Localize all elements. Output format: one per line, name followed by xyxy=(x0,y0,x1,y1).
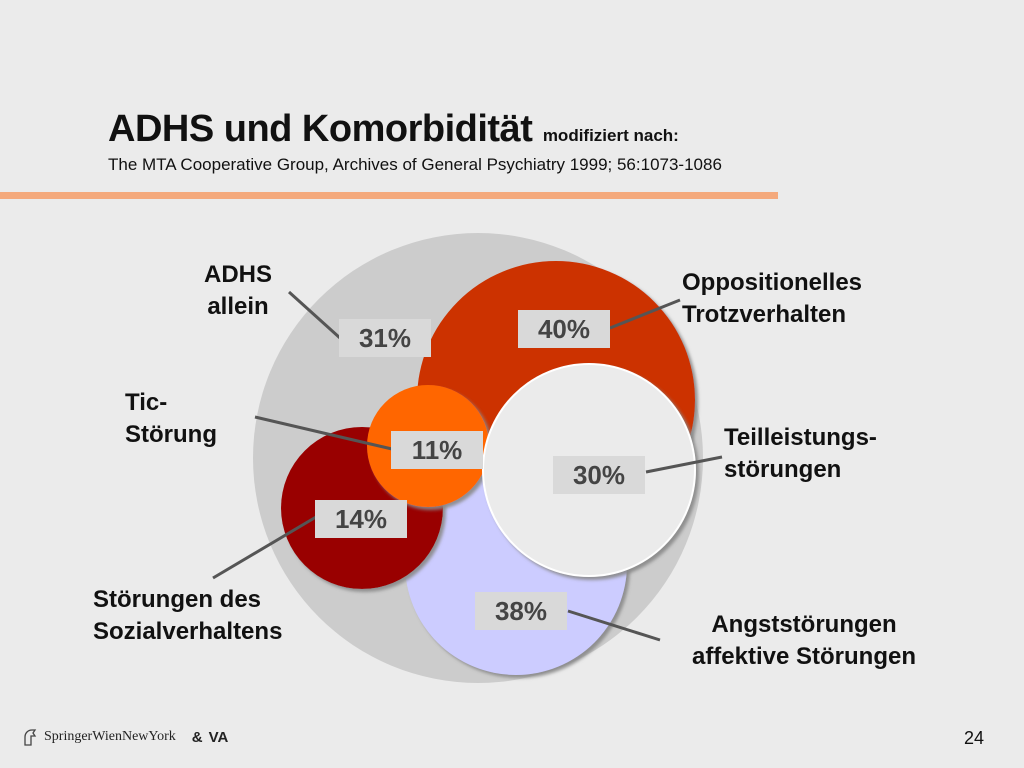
leader-adhs-allein xyxy=(287,290,342,340)
label-oppositionell: Oppositionelles Trotzverhalten xyxy=(682,267,862,331)
label-sozialverhalten: Störungen des Sozialverhaltens xyxy=(93,584,282,648)
orange-divider xyxy=(0,192,778,199)
leader-oppositionell xyxy=(609,298,681,330)
slide-title-suffix: modifiziert nach: xyxy=(542,126,679,145)
publisher-logo: SpringerWienNewYork & VA xyxy=(22,726,228,748)
leader-tic xyxy=(254,415,393,451)
label-adhs-allein-line1: ADHS xyxy=(203,261,272,288)
label-tic-line2: Störung xyxy=(125,421,217,448)
label-angst-line1: Angststörungen xyxy=(711,611,897,638)
leader-sozialverhalten xyxy=(212,515,317,580)
percent-teilleistung: 30% xyxy=(553,456,645,494)
label-tic: Tic- Störung xyxy=(125,387,217,451)
label-sozialverhalten-line1: Störungen des xyxy=(93,586,262,613)
page-number: 24 xyxy=(964,728,985,748)
slide-title: ADHS und Komorbidität xyxy=(108,108,533,150)
leader-angst xyxy=(567,609,661,642)
percent-angst: 38% xyxy=(475,592,567,630)
publisher-name: SpringerWienNewYork xyxy=(44,729,176,744)
label-teilleistung: Teilleistungs- störungen xyxy=(724,422,877,486)
title-block: ADHS und Komorbidität modifiziert nach: xyxy=(108,108,679,151)
label-angst: Angststörungen affektive Störungen xyxy=(662,609,946,673)
label-tic-line1: Tic- xyxy=(125,389,168,416)
label-adhs-allein-line2: allein xyxy=(207,293,269,320)
percent-adhs-allein: 31% xyxy=(339,319,431,357)
label-teilleistung-line2: störungen xyxy=(724,456,842,483)
partner-logo: VA xyxy=(208,728,229,746)
label-angst-line2: affektive Störungen xyxy=(691,643,917,670)
footer-ampersand: & xyxy=(191,728,203,746)
leader-teilleistung xyxy=(645,455,723,474)
percent-sozialverhalten: 14% xyxy=(315,500,407,538)
percent-tic: 11% xyxy=(391,431,483,469)
slide-reference: The MTA Cooperative Group, Archives of G… xyxy=(108,155,722,174)
label-adhs-allein: ADHS allein xyxy=(190,259,286,323)
label-oppositionell-line2: Trotzverhalten xyxy=(682,301,847,328)
percent-oppositionell: 40% xyxy=(518,310,610,348)
label-sozialverhalten-line2: Sozialverhaltens xyxy=(93,618,283,645)
label-oppositionell-line1: Oppositionelles xyxy=(682,269,863,296)
springer-horse-icon xyxy=(24,729,37,746)
label-teilleistung-line1: Teilleistungs- xyxy=(724,424,877,451)
